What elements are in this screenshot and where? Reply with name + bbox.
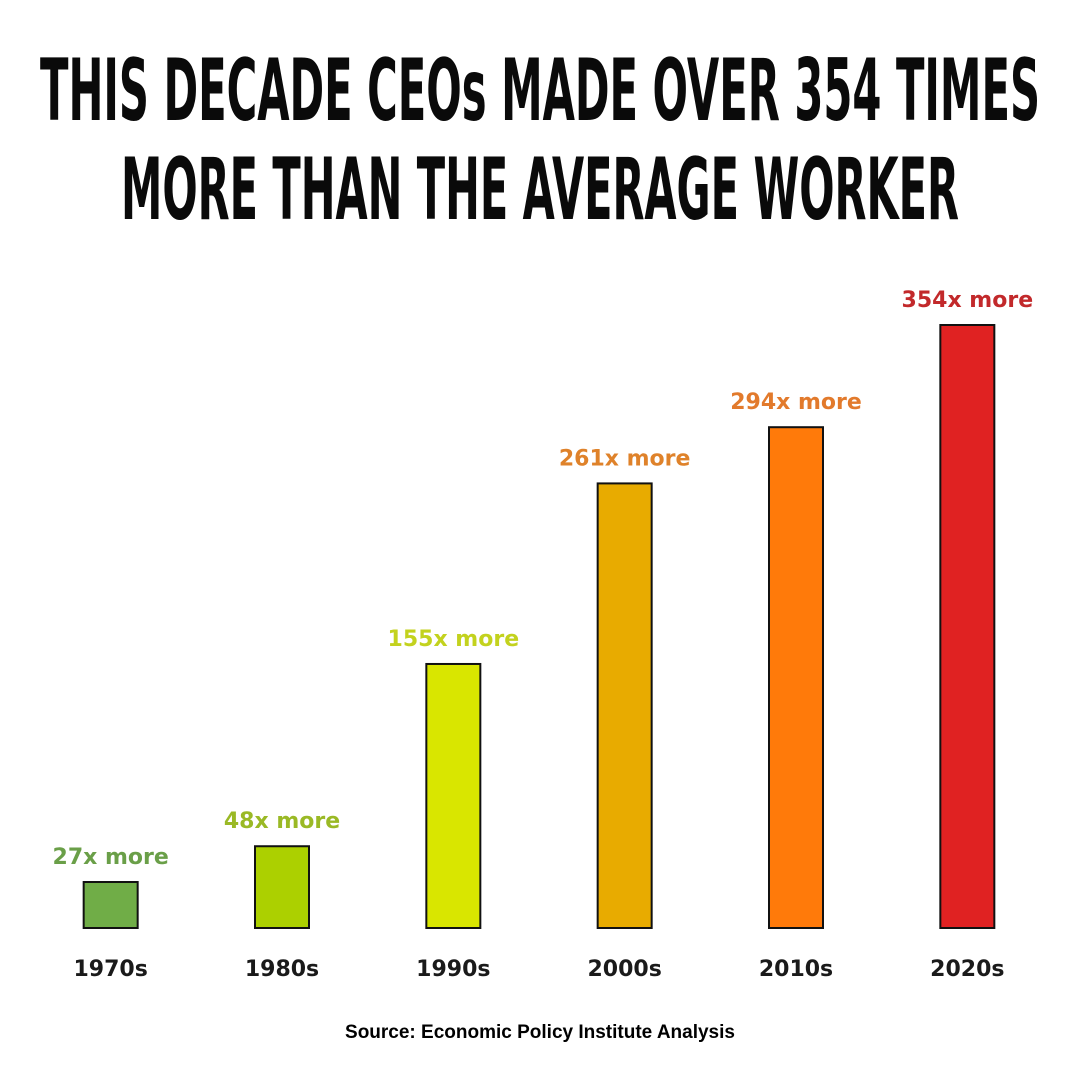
- bar: [939, 324, 996, 929]
- x-tick-label: 2010s: [759, 957, 833, 982]
- chart-title: THIS DECADE CEOs MADE OVER 354 TIMES: [40, 41, 1040, 141]
- bar: [254, 845, 310, 930]
- x-tick-label: 1980s: [245, 957, 319, 982]
- value-label: 294x more: [730, 390, 862, 415]
- chart-title: MORE THAN THE AVERAGE WORKER: [121, 140, 959, 240]
- bar: [425, 662, 482, 929]
- bar: [596, 482, 653, 929]
- bar: [768, 426, 824, 929]
- value-label: 261x more: [559, 446, 691, 471]
- x-tick-label: 2020s: [930, 957, 1004, 982]
- value-label: 48x more: [224, 809, 340, 834]
- x-tick-label: 2000s: [588, 957, 662, 982]
- value-label: 155x more: [388, 627, 520, 652]
- source-note: Source: Economic Policy Institute Analys…: [345, 1022, 735, 1043]
- value-label: 354x more: [902, 288, 1034, 313]
- bar: [82, 881, 139, 930]
- x-tick-label: 1990s: [416, 957, 490, 982]
- x-tick-label: 1970s: [74, 957, 148, 982]
- value-label: 27x more: [53, 845, 169, 870]
